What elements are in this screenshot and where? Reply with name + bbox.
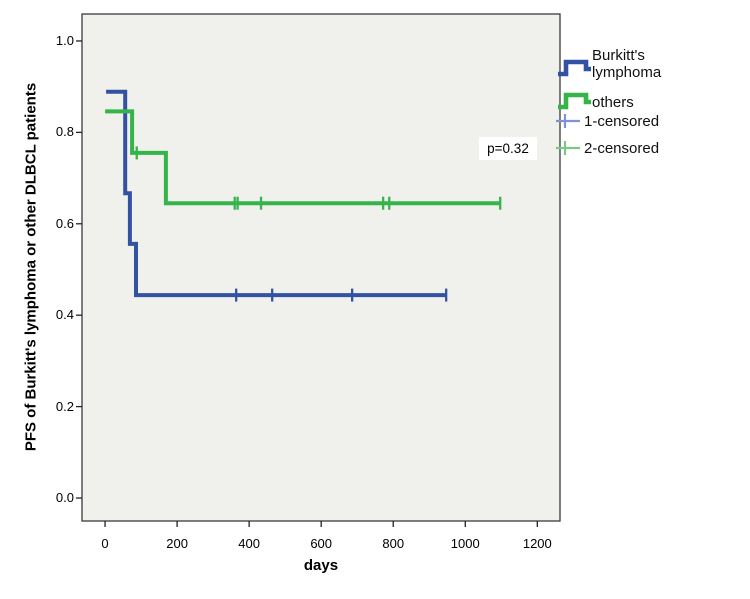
- x-tick-label: 1200: [522, 536, 552, 551]
- y-tick-label: 0.2: [55, 398, 74, 414]
- x-tick-label: 1000: [450, 536, 480, 551]
- legend-marker-step-blue-icon: [558, 59, 591, 77]
- y-tick-label: 1.0: [55, 32, 74, 48]
- survival-curve-burkitt-s-lymphoma: [106, 89, 447, 298]
- plot-area: [81, 13, 561, 522]
- y-tick-label: 0.0: [55, 490, 74, 505]
- x-tick-label: 0: [101, 536, 109, 551]
- x-tick-label: 400: [238, 536, 260, 551]
- y-tick-label: 0.4: [55, 307, 74, 323]
- x-axis-title: days: [303, 557, 339, 574]
- x-tick-label: 600: [310, 536, 333, 551]
- y-tick-label: 0.6: [55, 215, 74, 231]
- survival-curve-others: [105, 109, 501, 206]
- legend-marker-step-green-icon: [558, 92, 591, 110]
- y-tick-label: 0.8: [55, 124, 74, 140]
- p-value-annotation: p=0.32: [479, 137, 537, 160]
- x-tick-label: 800: [382, 536, 405, 551]
- y-axis-title: PFS of Burkitt's lymphoma or other DLBCL…: [22, 82, 40, 452]
- x-tick-label: 200: [166, 536, 188, 551]
